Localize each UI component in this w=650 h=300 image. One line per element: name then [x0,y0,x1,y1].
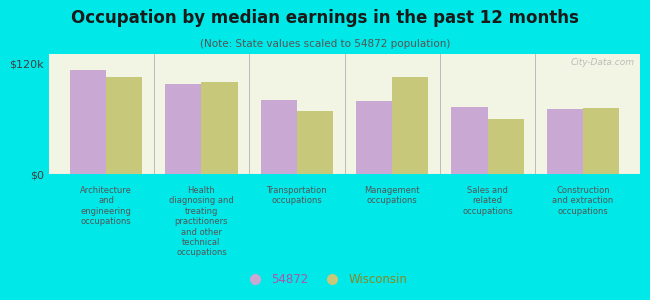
Text: City-Data.com: City-Data.com [570,58,634,67]
Bar [547,110,583,174]
Bar [583,107,619,174]
Bar [356,101,392,174]
Bar [202,82,238,174]
Bar [392,77,428,174]
Text: Occupation by median earnings in the past 12 months: Occupation by median earnings in the pas… [71,9,579,27]
Text: Management
occupations: Management occupations [365,186,420,206]
Bar [106,77,142,174]
Text: Sales and
related
occupations: Sales and related occupations [462,186,513,216]
Text: Transportation
occupations: Transportation occupations [266,186,327,206]
Bar [70,70,106,174]
Legend: 54872, Wisconsin: 54872, Wisconsin [238,269,412,291]
Text: (Note: State values scaled to 54872 population): (Note: State values scaled to 54872 popu… [200,39,450,49]
Bar [451,106,488,174]
Bar [488,118,524,174]
Text: Architecture
and
engineering
occupations: Architecture and engineering occupations [80,186,132,226]
Text: Health
diagnosing and
treating
practitioners
and other
technical
occupations: Health diagnosing and treating practitio… [169,186,234,257]
Text: Construction
and extraction
occupations: Construction and extraction occupations [552,186,614,216]
Bar [261,100,297,174]
Bar [165,85,202,174]
Bar [297,111,333,174]
